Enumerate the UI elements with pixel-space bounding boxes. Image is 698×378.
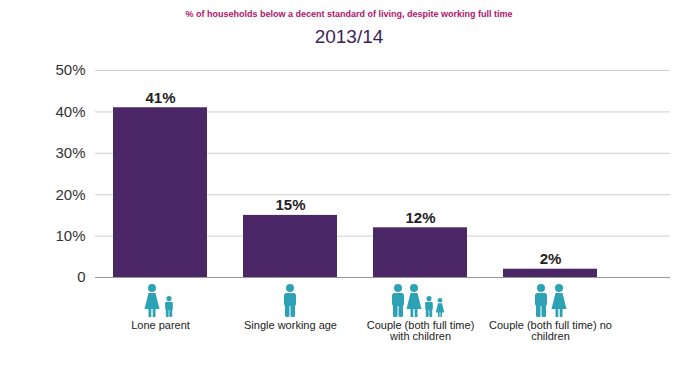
html-text:% of households below a decent: % of households below a decent standard … xyxy=(185,9,513,19)
svg-text:Single working age: Single working age xyxy=(244,319,337,331)
svg-text:15%: 15% xyxy=(275,196,305,213)
svg-text:10%: 10% xyxy=(55,227,85,244)
svg-text:0: 0 xyxy=(77,268,85,285)
svg-text:20%: 20% xyxy=(55,186,85,203)
svg-text:12%: 12% xyxy=(405,209,435,226)
svg-text:50%: 50% xyxy=(55,61,85,78)
svg-text:40%: 40% xyxy=(55,103,85,120)
svg-text:41%: 41% xyxy=(145,89,175,106)
svg-text:Couple (both full time) nochil: Couple (both full time) nochildren xyxy=(489,319,612,342)
svg-text:30%: 30% xyxy=(55,144,85,161)
svg-text:Couple (both full time)with ch: Couple (both full time)with children xyxy=(367,319,475,342)
svg-text:2%: 2% xyxy=(540,250,562,267)
html-text:2013/14: 2013/14 xyxy=(314,26,384,47)
svg-text:Lone parent: Lone parent xyxy=(131,319,190,331)
